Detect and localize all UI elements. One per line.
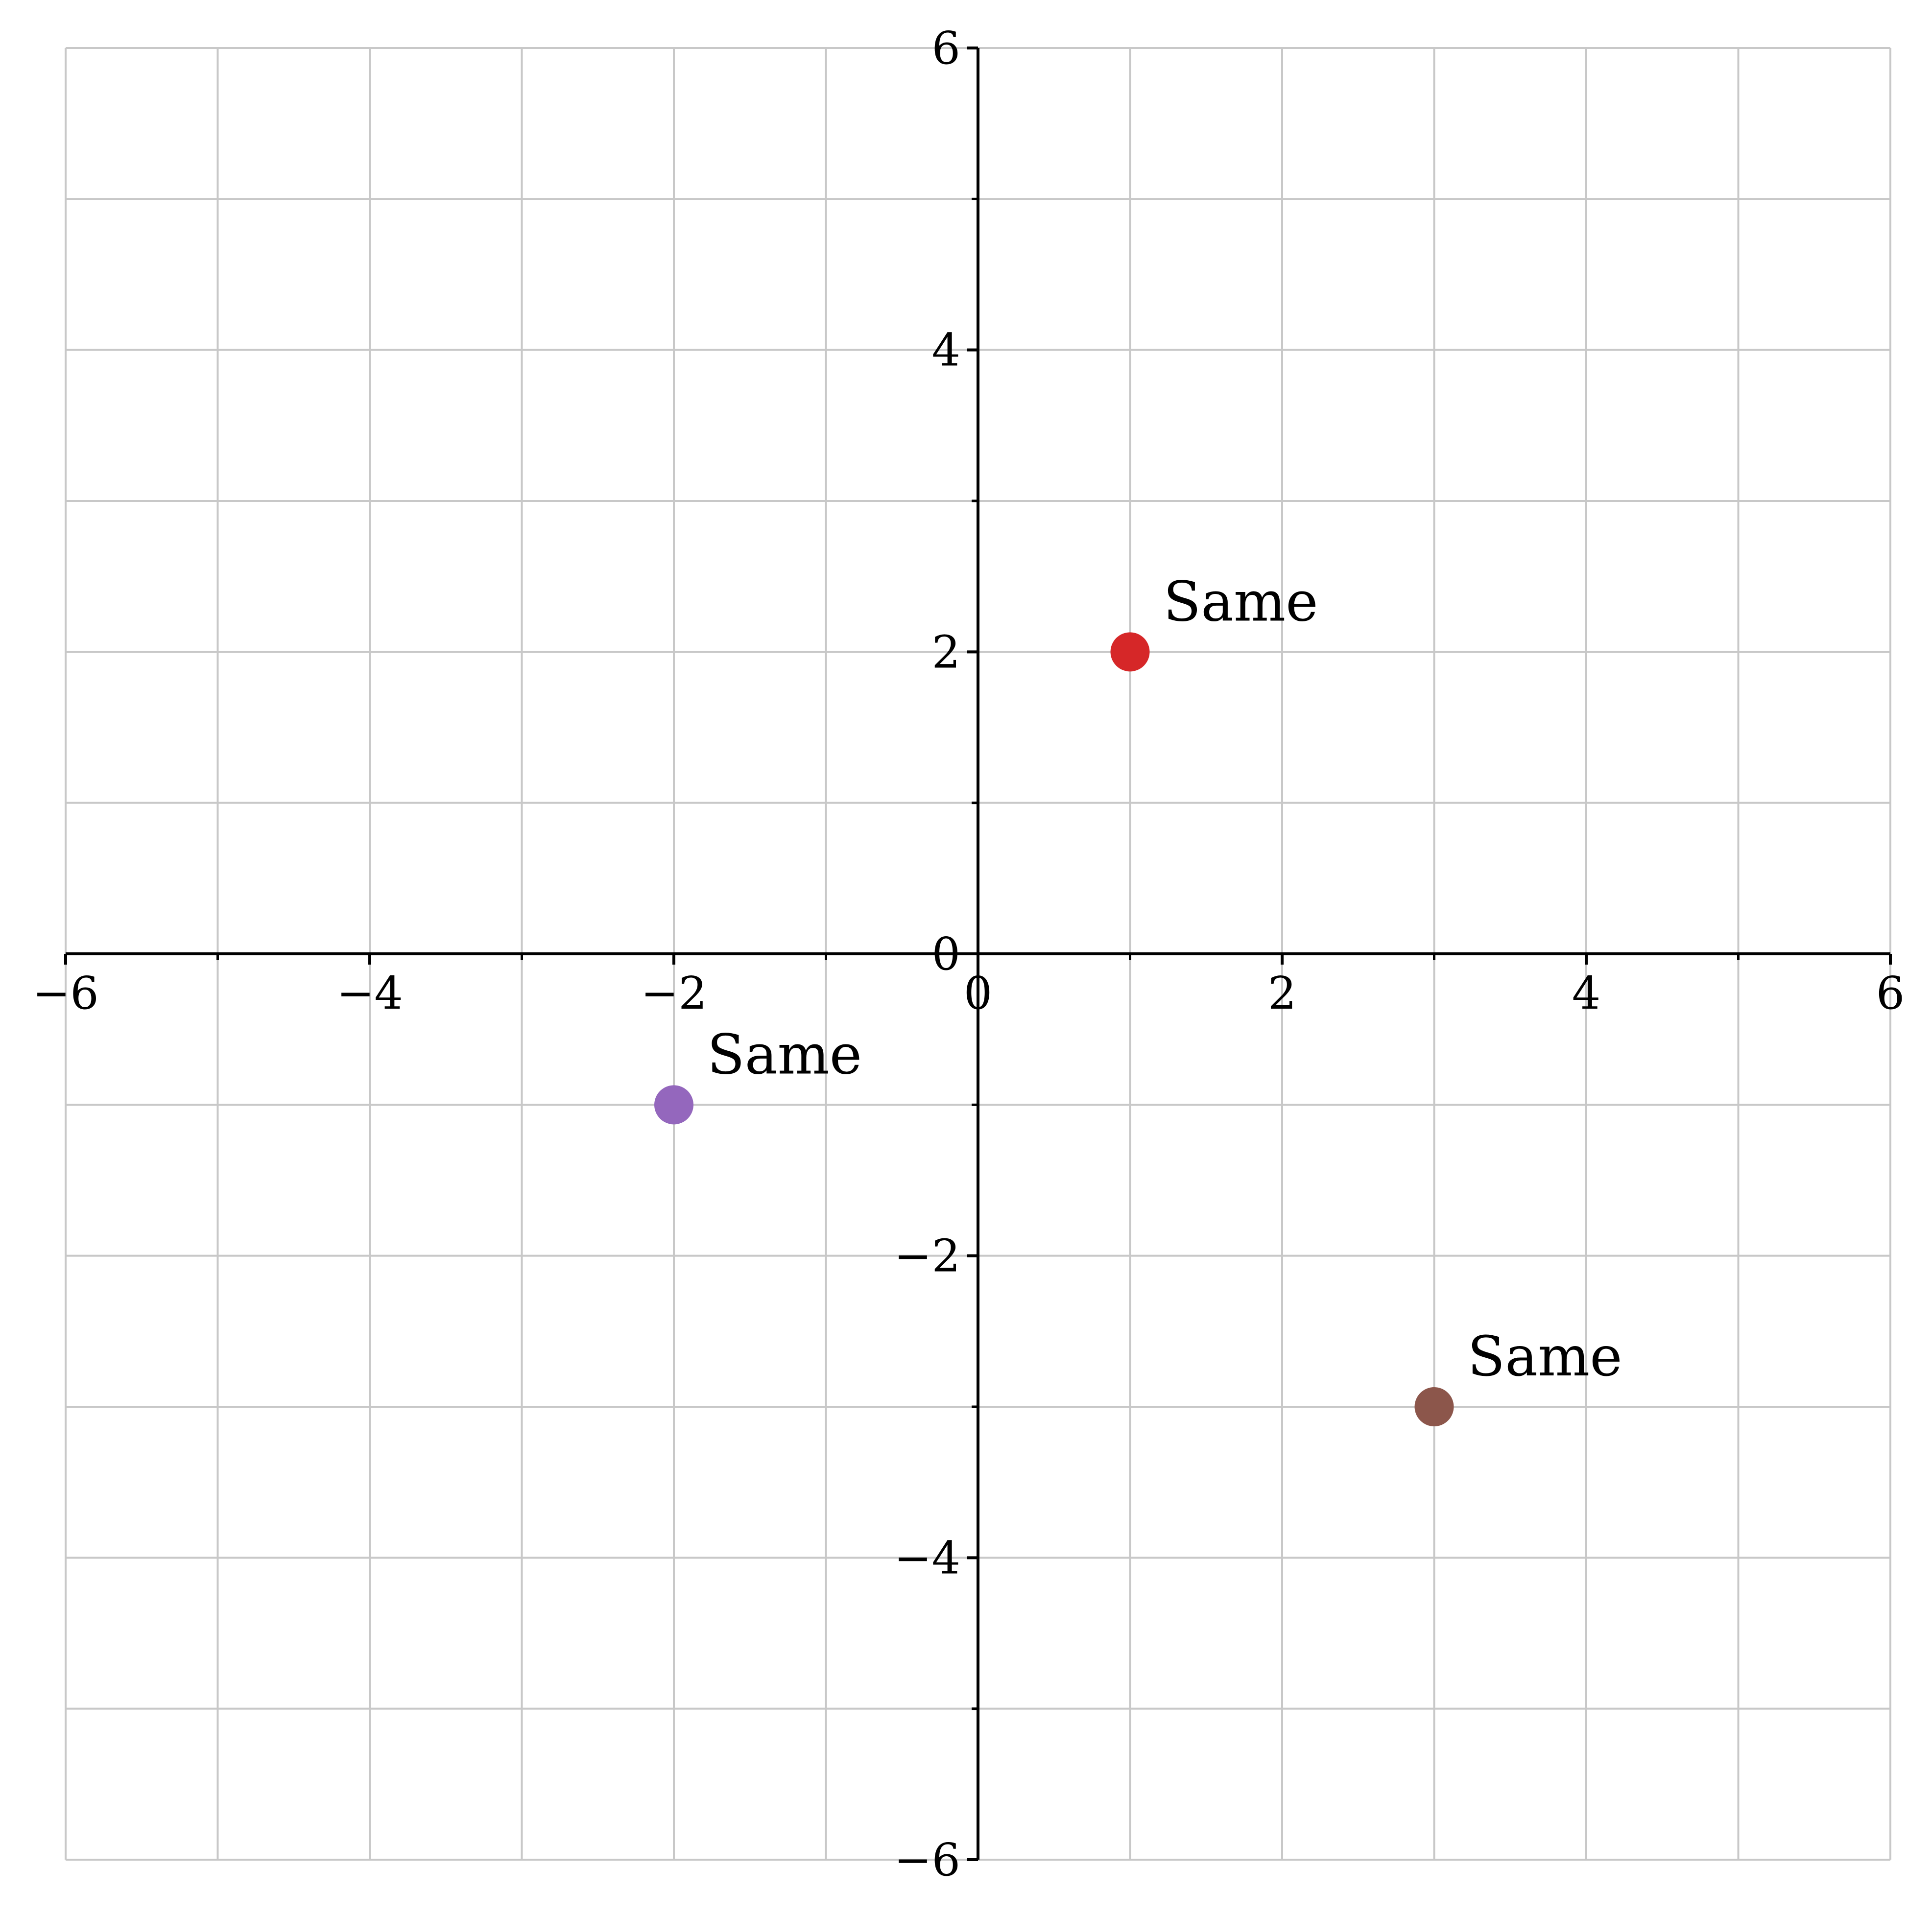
ticks: −6 −6 −4 −4 −2 −2 00 2 2 4 4 6 6 — [32, 22, 1905, 1886]
x-tick-label: 4 — [1572, 967, 1601, 1019]
data-point — [654, 1085, 693, 1125]
x-tick-label: 2 — [1268, 967, 1297, 1019]
x-tick-label: −6 — [32, 967, 99, 1019]
y-tick-label: 2 — [931, 626, 960, 678]
data-points — [654, 632, 1454, 1426]
y-tick-label: 6 — [931, 22, 960, 74]
point-labels: Same Same Same — [707, 570, 1622, 1389]
point-label: Same — [1468, 1325, 1622, 1389]
y-tick-label: 4 — [931, 324, 960, 377]
x-tick-label: −4 — [336, 967, 403, 1019]
x-tick-label: 0 — [964, 967, 993, 1019]
y-tick-label: −4 — [894, 1532, 960, 1584]
y-tick-label: −2 — [894, 1230, 960, 1282]
point-label: Same — [707, 1023, 862, 1087]
y-tick-label: 0 — [931, 928, 960, 980]
x-tick-label: 6 — [1876, 967, 1905, 1019]
data-point — [1414, 1387, 1454, 1426]
x-tick-label: −2 — [641, 967, 707, 1019]
data-point — [1110, 632, 1150, 672]
point-label: Same — [1164, 570, 1318, 634]
y-tick-label: −6 — [894, 1834, 960, 1886]
